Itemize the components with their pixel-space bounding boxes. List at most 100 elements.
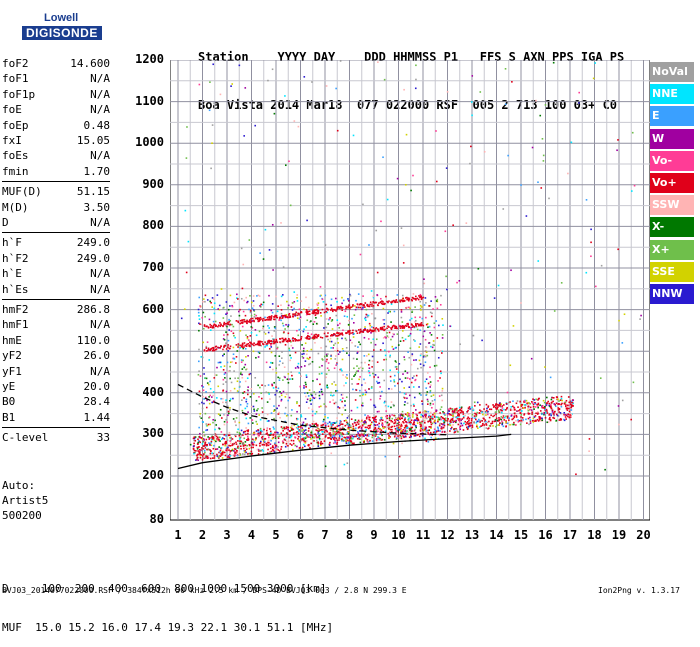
param-value: N/A xyxy=(90,364,110,378)
param-row-19: yF1 N/A xyxy=(2,364,110,379)
param-value: 110.0 xyxy=(76,333,110,347)
param-name: fmin xyxy=(2,164,29,178)
y-tick-label: 1200 xyxy=(135,52,164,66)
x-tick-label: 18 xyxy=(587,528,602,542)
legend-item-x-: X+ xyxy=(650,239,694,260)
param-value: 249.0 xyxy=(76,251,110,265)
legend-item-vo-: Vo- xyxy=(650,150,694,171)
muf-distance-table: D 100 200 400 600 800 1000 1500 3000 [km… xyxy=(2,556,333,647)
legend-item-vo-: Vo+ xyxy=(650,172,694,193)
param-name: hmE xyxy=(2,333,22,347)
legend-item-nnw: NNW xyxy=(650,283,694,304)
param-value: N/A xyxy=(90,267,110,281)
param-name: fxI xyxy=(2,134,22,147)
param-value: 249.0 xyxy=(76,236,110,250)
param-row-6: foEs N/A xyxy=(2,148,110,163)
param-name: MUF(D) xyxy=(2,185,42,199)
param-row-9: M(D) 3.50 xyxy=(2,200,110,215)
param-name: h`F xyxy=(2,236,22,250)
y-tick-label: 200 xyxy=(142,468,164,482)
x-tick-label: 7 xyxy=(321,528,329,542)
param-value: N/A xyxy=(90,318,110,332)
auto-version: 500200 xyxy=(2,509,42,522)
param-row-13: h`E N/A xyxy=(2,266,110,281)
x-tick-label: 8 xyxy=(345,528,354,542)
ionogram-canvas xyxy=(169,59,651,521)
y-tick-label: 800 xyxy=(142,218,164,233)
version-info: Ion2Png v. 1.3.17 xyxy=(598,586,680,595)
y-tick-label: 1000 xyxy=(135,135,164,150)
legend-item-w: W xyxy=(650,128,694,149)
param-name: yE xyxy=(2,380,16,393)
file-info: BVJ03_2014077022000.RSF / 384fx512h 50 k… xyxy=(2,586,407,595)
param-value: 33 xyxy=(96,431,110,445)
param-row-20: yE 20.0 xyxy=(2,379,110,394)
separator xyxy=(2,299,110,300)
y-tick-label: 500 xyxy=(142,343,164,358)
x-tick-label: 17 xyxy=(562,528,578,542)
x-tick-label: 12 xyxy=(440,528,455,542)
grid xyxy=(169,59,651,521)
param-name: B0 xyxy=(2,395,16,409)
logo-line2: DIGISONDE xyxy=(22,26,102,40)
x-tick-label: 11 xyxy=(415,528,431,542)
logo-line1: Lowell xyxy=(44,12,79,24)
param-row-8: MUF(D) 51.15 xyxy=(2,184,110,199)
param-name: D xyxy=(2,216,9,229)
param-row-18: yF2 26.0 xyxy=(2,348,110,363)
param-value: 1.70 xyxy=(83,164,111,178)
param-name: yF2 xyxy=(2,349,22,363)
y-tick-label: 300 xyxy=(142,426,164,441)
x-tick-label: 19 xyxy=(611,528,627,542)
x-tick-label: 14 xyxy=(489,528,504,542)
param-name: foE xyxy=(2,103,22,117)
x-tick-label: 20 xyxy=(636,528,651,542)
separator xyxy=(2,232,110,234)
x-tick-label: 10 xyxy=(391,528,406,542)
param-name: foF1 xyxy=(2,72,29,86)
param-value: 1.44 xyxy=(83,410,111,424)
param-row-12: h`F2 249.0 xyxy=(2,251,110,266)
separator xyxy=(2,181,110,183)
param-row-3: foE N/A xyxy=(2,102,110,117)
x-tick-label: 9 xyxy=(370,528,378,542)
param-name: h`E xyxy=(2,267,22,281)
y-tick-label: 1100 xyxy=(135,93,164,108)
param-name: hmF2 xyxy=(2,303,29,316)
param-row-23: C-level 33 xyxy=(2,430,110,445)
legend-item-x-: X- xyxy=(650,217,694,238)
param-row-10: D N/A xyxy=(2,215,110,230)
y-tick-label: 80 xyxy=(149,512,164,526)
param-row-5: fxI 15.05 xyxy=(2,133,110,148)
muf-row: MUF 15.0 15.2 16.0 17.4 19.3 22.1 30.1 5… xyxy=(2,621,334,634)
legend-item-e: E xyxy=(650,106,694,127)
param-value: N/A xyxy=(90,216,110,229)
param-value: N/A xyxy=(90,149,110,163)
polarization-legend: NoVal NNE E W Vo- Vo+ SSW X- X+ SSE NNW xyxy=(650,62,694,306)
y-tick-label: 900 xyxy=(142,176,164,191)
param-value: 51.15 xyxy=(76,185,110,199)
param-name: foF1p xyxy=(2,87,36,101)
param-value: 286.8 xyxy=(76,303,110,316)
x-tick-label: 1 xyxy=(174,528,182,542)
param-row-15: hmF2 286.8 xyxy=(2,302,110,317)
param-value: 28.4 xyxy=(83,395,111,409)
param-row-4: foEp 0.48 xyxy=(2,118,110,133)
param-row-17: hmE 110.0 xyxy=(2,333,110,348)
distance-row: D 100 200 400 600 800 1000 1500 3000 [km… xyxy=(2,582,327,595)
x-tick-label: 6 xyxy=(296,528,305,542)
x-tick-label: 15 xyxy=(513,528,529,542)
param-row-16: hmF1 N/A xyxy=(2,317,110,332)
param-name: h`Es xyxy=(2,282,29,296)
x-tick-label: 5 xyxy=(272,528,280,542)
autoscaling-info: Auto: Artist5 500200 xyxy=(2,478,48,523)
param-value: N/A xyxy=(90,103,110,117)
param-name: foF2 xyxy=(2,57,29,70)
param-name: foEs xyxy=(2,149,29,163)
param-row-21: B0 28.4 xyxy=(2,394,110,409)
legend-item-sse: SSE xyxy=(650,261,694,282)
x-tick-label: 13 xyxy=(464,528,480,542)
param-row-1: foF1 N/A xyxy=(2,71,110,86)
x-tick-label: 16 xyxy=(538,528,553,542)
param-value: N/A xyxy=(90,282,110,296)
